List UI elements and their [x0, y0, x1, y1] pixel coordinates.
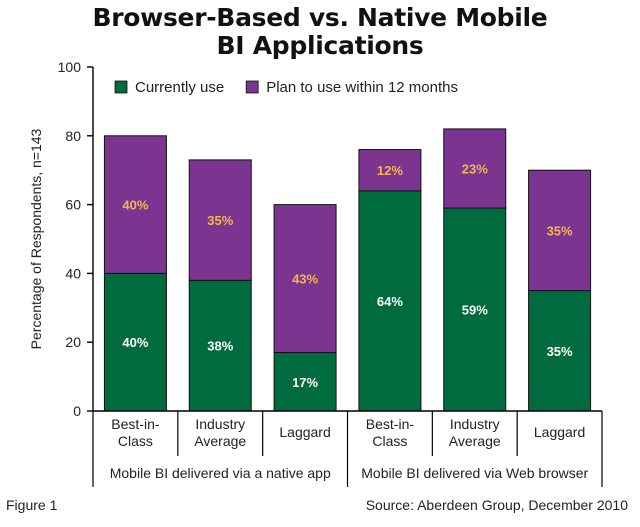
y-tick-label: 100 [58, 59, 82, 75]
x-group-label: Mobile BI delivered via Web browser [361, 465, 588, 481]
bar-currently-use [103, 272, 167, 412]
data-label-plan-to-use: 12% [377, 163, 403, 178]
y-tick-label: 20 [65, 334, 81, 350]
x-category-label: Laggard [534, 424, 585, 440]
legend-label-currently-use: Currently use [135, 79, 224, 96]
bar-currently-use [273, 352, 337, 412]
chart-title: Browser-Based vs. Native Mobile BI Appli… [0, 4, 640, 60]
chart-title-line-1: Browser-Based vs. Native Mobile [92, 3, 548, 32]
bar-plan-to-use [443, 128, 507, 209]
data-label-currently-use: 38% [207, 339, 233, 354]
data-label-currently-use: 64% [377, 294, 403, 309]
y-tick-label: 40 [65, 265, 81, 281]
bar-currently-use [358, 190, 422, 412]
legend-swatch-plan-to-use [245, 80, 259, 94]
bar-plan-to-use [103, 135, 167, 274]
data-label-plan-to-use: 35% [547, 223, 573, 238]
data-label-plan-to-use: 43% [292, 272, 318, 287]
y-axis-title: Percentage of Respondents, n=143 [28, 128, 44, 349]
legend-label-plan-to-use: Plan to use within 12 months [266, 79, 458, 96]
data-label-plan-to-use: 23% [462, 161, 488, 176]
x-category-label: Best-in- [366, 416, 415, 432]
bar-plan-to-use [528, 169, 592, 292]
legend-swatch-currently-use [114, 80, 128, 94]
x-category-label: Class [372, 433, 407, 449]
bar-plan-to-use [273, 204, 337, 354]
bar-plan-to-use [188, 159, 252, 281]
data-label-currently-use: 17% [292, 375, 318, 390]
data-label-currently-use: 35% [547, 344, 573, 359]
y-tick-label: 60 [65, 197, 81, 213]
bar-currently-use [443, 207, 507, 412]
x-category-label: Laggard [279, 424, 330, 440]
x-category-label: Average [194, 433, 246, 449]
source-note: Source: Aberdeen Group, December 2010 [365, 497, 628, 513]
bar-plan-to-use [358, 149, 422, 192]
data-label-plan-to-use: 40% [122, 198, 148, 213]
data-label-currently-use: 59% [462, 303, 488, 318]
x-category-label: Industry [450, 416, 500, 432]
x-category-label: Average [449, 433, 501, 449]
figure-label: Figure 1 [6, 497, 58, 513]
y-tick-label: 0 [73, 403, 81, 419]
data-label-currently-use: 40% [122, 335, 148, 350]
data-label-plan-to-use: 35% [207, 213, 233, 228]
x-category-label: Industry [195, 416, 245, 432]
x-group-label: Mobile BI delivered via a native app [110, 465, 331, 481]
bar-currently-use [188, 279, 252, 412]
x-category-label: Best-in- [111, 416, 160, 432]
x-category-label: Class [118, 433, 153, 449]
y-tick-label: 80 [65, 128, 81, 144]
chart-title-line-2: BI Applications [216, 31, 424, 60]
